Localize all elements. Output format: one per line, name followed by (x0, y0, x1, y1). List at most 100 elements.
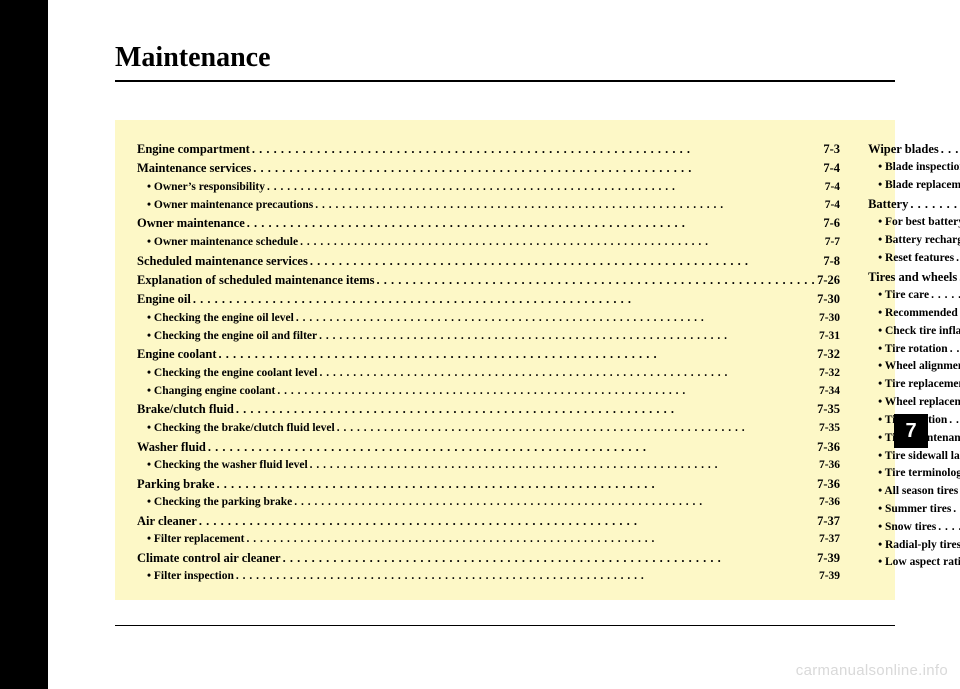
toc-column-right: Wiper blades 7-41Blade inspection 7-41Bl… (868, 140, 960, 580)
toc-entry-page: 7-37 (819, 531, 840, 549)
toc-entry-label: Tire care (878, 287, 929, 305)
toc-entry-page: 7-31 (819, 328, 840, 346)
toc-entry: Owner maintenance 7-6 (137, 214, 840, 233)
toc-entry-label: Checking the engine coolant level (147, 365, 317, 383)
toc-entry: Check tire inflation pressure 7-49 (868, 323, 960, 341)
toc-entry: Checking the brake/clutch fluid level 7-… (137, 420, 840, 438)
toc-entry-label: Checking the engine oil and filter (147, 328, 317, 346)
toc-entry: Radial-ply tires 7-61 (868, 537, 960, 555)
toc-entry: Tires and wheels 7-47 (868, 268, 960, 287)
toc-entry-leader (308, 457, 819, 475)
toc-entry-label: Checking the brake/clutch fluid level (147, 420, 335, 438)
toc-entry: Engine oil 7-30 (137, 290, 840, 309)
toc-entry-label: For best battery service (878, 214, 960, 232)
toc-entry: Tire sidewall labeling 7-53 (868, 448, 960, 466)
toc-entry-label: Snow tires (878, 519, 936, 537)
toc-entry: Tire replacement 7-51 (868, 376, 960, 394)
toc-entry: Climate control air cleaner 7-39 (137, 549, 840, 568)
toc-entry-label: Filter inspection (147, 568, 234, 586)
title-area: Maintenance (115, 42, 895, 82)
page: Maintenance Engine compartment 7-3Mainte… (0, 0, 960, 689)
toc-entry-page: 7-30 (819, 310, 840, 328)
toc-entry-leader (908, 195, 960, 214)
toc-content-box: Engine compartment 7-3Maintenance servic… (115, 120, 895, 600)
toc-entry-page: 7-6 (823, 214, 840, 233)
toc-entry-label: Summer tires (878, 501, 951, 519)
toc-entry-label: Explanation of scheduled maintenance ite… (137, 271, 375, 290)
toc-entry-page: 7-39 (817, 549, 840, 568)
toc-entry-page: 7-32 (819, 365, 840, 383)
toc-entry-leader (951, 501, 960, 519)
toc-entry-leader (292, 494, 819, 512)
toc-entry: Wheel replacement 7-52 (868, 394, 960, 412)
toc-entry: Battery recharging 7-45 (868, 232, 960, 250)
toc-entry: Air cleaner 7-37 (137, 512, 840, 531)
toc-entry-label: All season tires (878, 483, 958, 501)
toc-entry-label: Checking the parking brake (147, 494, 292, 512)
toc-entry: Low aspect ratio tires 7-61 (868, 554, 960, 572)
toc-entry-label: Brake/clutch fluid (137, 400, 234, 419)
toc-entry: Checking the engine oil and filter 7-31 (137, 328, 840, 346)
toc-entry-page: 7-36 (819, 494, 840, 512)
toc-entry: Owner maintenance precautions 7-4 (137, 197, 840, 215)
toc-entry-label: Owner maintenance (137, 214, 245, 233)
toc-entry-leader (234, 400, 817, 419)
toc-entry-leader (298, 234, 825, 252)
toc-entry: Summer tires 7-60 (868, 501, 960, 519)
toc-entry-page: 7-7 (825, 234, 840, 252)
toc-entry-leader (948, 341, 960, 359)
toc-entry: Checking the parking brake 7-36 (137, 494, 840, 512)
toc-entry-label: Climate control air cleaner (137, 549, 281, 568)
toc-entry-page: 7-34 (819, 383, 840, 401)
toc-entry-leader (275, 383, 819, 401)
toc-entry-leader (939, 140, 960, 159)
toc-entry-leader (929, 287, 960, 305)
toc-entry: Checking the engine coolant level 7-32 (137, 365, 840, 383)
toc-entry: Blade replacement 7-41 (868, 177, 960, 195)
toc-entry: Owner’s responsibility 7-4 (137, 179, 840, 197)
toc-entry-label: Filter replacement (147, 531, 245, 549)
toc-entry-label: Tire rotation (878, 341, 948, 359)
toc-entry-label: Wheel replacement (878, 394, 960, 412)
toc-entry-leader (191, 290, 817, 309)
toc-entry-page: 7-36 (819, 457, 840, 475)
toc-entry: Owner maintenance schedule 7-7 (137, 234, 840, 252)
toc-entry-label: Wheel alignment and tire balance (878, 358, 960, 376)
chapter-tab: 7 (894, 414, 928, 448)
toc-entry-page: 7-36 (817, 438, 840, 457)
toc-entry-label: Battery (868, 195, 908, 214)
toc-entry-label: Changing engine coolant (147, 383, 275, 401)
toc-entry-leader (265, 179, 825, 197)
toc-entry-leader (317, 365, 819, 383)
toc-entry-label: Check tire inflation pressure (878, 323, 960, 341)
toc-entry-label: Checking the washer fluid level (147, 457, 308, 475)
toc-entry-page: 7-8 (823, 252, 840, 271)
toc-entry-leader (245, 531, 819, 549)
toc-entry-leader (947, 412, 960, 430)
toc-entry-label: Blade replacement (878, 177, 960, 195)
toc-entry: Engine coolant 7-32 (137, 345, 840, 364)
toc-entry: Checking the washer fluid level 7-36 (137, 457, 840, 475)
toc-entry: Snow tires 7-60 (868, 519, 960, 537)
toc-entry-label: Reset features (878, 250, 954, 268)
toc-entry-label: Parking brake (137, 475, 214, 494)
toc-entry-leader (251, 159, 823, 178)
toc-entry-leader (281, 549, 818, 568)
toc-entry: Checking the engine oil level 7-30 (137, 310, 840, 328)
watermark-text: carmanualsonline.info (796, 662, 948, 679)
toc-entry-leader (936, 519, 960, 537)
toc-entry-label: Owner maintenance schedule (147, 234, 298, 252)
toc-entry-page: 7-39 (819, 568, 840, 586)
toc-entry-page: 7-4 (825, 197, 840, 215)
toc-entry-label: Battery recharging (878, 232, 960, 250)
toc-entry: All season tires 7-60 (868, 483, 960, 501)
toc-entry-leader (375, 271, 818, 290)
toc-entry-leader (214, 475, 817, 494)
toc-entry-leader (234, 568, 819, 586)
toc-entry-page: 7-35 (819, 420, 840, 438)
toc-entry: Filter replacement 7-37 (137, 531, 840, 549)
toc-entry: Wiper blades 7-41 (868, 140, 960, 159)
toc-entry-label: Tires and wheels (868, 268, 957, 287)
left-black-bar (0, 0, 48, 689)
toc-entry-page: 7-30 (817, 290, 840, 309)
